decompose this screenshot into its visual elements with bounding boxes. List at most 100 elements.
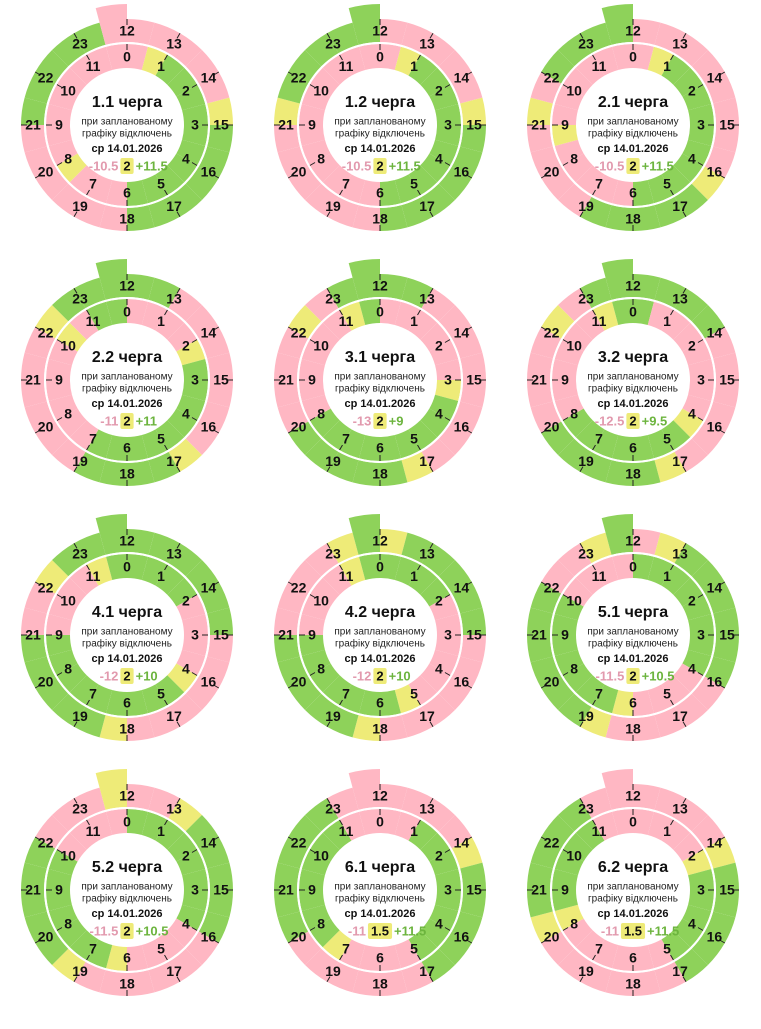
time-slot bbox=[654, 532, 686, 564]
hour-tick bbox=[73, 721, 78, 728]
hour-label: 15 bbox=[719, 117, 735, 133]
hour-tick bbox=[56, 927, 63, 931]
time-slot bbox=[674, 948, 708, 982]
time-slot bbox=[554, 339, 584, 366]
hour-label: 14 bbox=[201, 580, 217, 596]
hour-label: 6 bbox=[376, 185, 384, 201]
time-slot bbox=[24, 911, 56, 943]
hour-label: 9 bbox=[561, 372, 569, 388]
time-slot bbox=[106, 945, 127, 971]
time-slot bbox=[527, 380, 553, 408]
time-slot bbox=[274, 862, 300, 890]
queue-chart: 012345678910111213141516171819202122234.… bbox=[21, 514, 233, 741]
time-slot bbox=[541, 421, 575, 455]
time-slot bbox=[673, 408, 704, 438]
center-disc bbox=[324, 834, 436, 946]
hour-label: 17 bbox=[166, 198, 182, 214]
time-slot bbox=[207, 125, 233, 153]
time-slot bbox=[185, 560, 219, 594]
hour-tick bbox=[592, 699, 596, 706]
hour-tick bbox=[73, 211, 78, 218]
hour-label: 4 bbox=[435, 151, 443, 167]
time-slot bbox=[198, 582, 230, 614]
time-slot bbox=[575, 819, 605, 850]
time-slot bbox=[309, 832, 340, 862]
hour-label: 19 bbox=[72, 453, 88, 469]
note-line: при запланованому bbox=[587, 627, 678, 638]
hour-tick bbox=[86, 954, 90, 961]
time-slot bbox=[682, 339, 712, 366]
time-slot bbox=[558, 183, 592, 217]
maybe-box bbox=[120, 923, 134, 939]
time-slot bbox=[52, 438, 86, 472]
time-slot bbox=[554, 594, 584, 621]
time-slot bbox=[438, 50, 472, 84]
hour-label: 19 bbox=[72, 963, 88, 979]
time-slot bbox=[530, 401, 562, 433]
time-slot bbox=[46, 104, 72, 125]
time-slot bbox=[575, 930, 605, 961]
time-slot bbox=[558, 948, 592, 982]
time-slot bbox=[612, 435, 633, 461]
maybe-hours: 1.5 bbox=[624, 923, 642, 938]
time-slot bbox=[327, 451, 359, 483]
hour-label: 15 bbox=[719, 882, 735, 898]
ring-separator bbox=[44, 552, 210, 718]
time-slot bbox=[198, 837, 230, 869]
time-slot bbox=[554, 649, 584, 676]
time-slot bbox=[277, 327, 309, 359]
hour-tick bbox=[213, 581, 220, 586]
hour-tick bbox=[670, 309, 674, 316]
time-slot bbox=[605, 460, 633, 486]
note-line: графіку відключень bbox=[335, 128, 425, 140]
hour-tick bbox=[670, 699, 674, 706]
time-slot bbox=[633, 784, 661, 810]
hour-label: 16 bbox=[201, 419, 217, 435]
time-slot bbox=[127, 19, 155, 45]
hour-tick bbox=[56, 84, 63, 88]
time-slot bbox=[52, 948, 86, 982]
time-slot bbox=[421, 183, 455, 217]
hour-label: 22 bbox=[544, 835, 560, 851]
time-slot bbox=[438, 676, 472, 710]
time-slot bbox=[633, 44, 654, 70]
time-slot bbox=[274, 380, 300, 408]
hour-label: 18 bbox=[625, 721, 641, 737]
hour-tick bbox=[670, 54, 674, 61]
hour-tick bbox=[309, 672, 316, 676]
hour-tick bbox=[719, 836, 726, 841]
ring-separator bbox=[550, 552, 716, 718]
time-slot bbox=[647, 174, 674, 204]
time-slot bbox=[95, 769, 127, 810]
time-slot bbox=[167, 322, 198, 352]
hour-tick bbox=[719, 429, 726, 434]
hour-tick bbox=[326, 287, 331, 294]
time-slot bbox=[95, 4, 127, 45]
time-slot bbox=[35, 931, 69, 965]
time-slot bbox=[460, 380, 486, 408]
center-disc bbox=[71, 834, 183, 946]
hour-label: 21 bbox=[531, 372, 547, 388]
time-slot bbox=[674, 693, 708, 727]
hour-tick bbox=[86, 564, 90, 571]
time-slot bbox=[299, 380, 325, 401]
hour-label: 1 bbox=[410, 58, 418, 74]
time-slot bbox=[182, 104, 208, 125]
time-slot bbox=[688, 125, 714, 146]
hour-label: 1 bbox=[410, 823, 418, 839]
time-slot bbox=[647, 684, 674, 714]
time-slot bbox=[141, 301, 168, 331]
hour-label: 16 bbox=[707, 164, 723, 180]
hour-tick bbox=[540, 939, 547, 944]
maybe-hours: 2 bbox=[629, 668, 636, 683]
time-slot bbox=[359, 180, 380, 206]
hour-tick bbox=[697, 417, 704, 421]
hour-label: 15 bbox=[466, 627, 482, 643]
hour-tick bbox=[579, 32, 584, 39]
time-slot bbox=[359, 554, 380, 580]
time-slot bbox=[185, 931, 219, 965]
hour-tick bbox=[191, 339, 198, 343]
time-slot bbox=[352, 715, 380, 741]
time-slot bbox=[661, 930, 691, 961]
ring-separator bbox=[550, 297, 716, 463]
